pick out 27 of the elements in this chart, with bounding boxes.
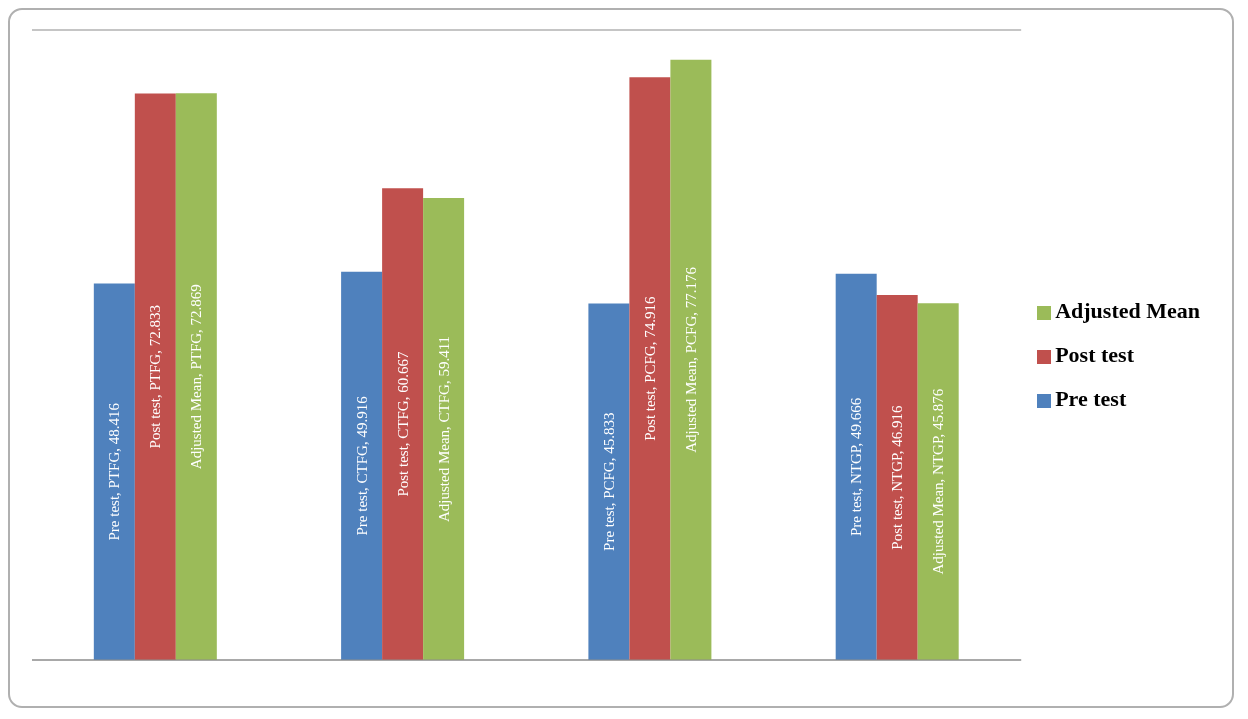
data-label: Pre test, CTFG, 49.916 (353, 395, 370, 536)
bar (175, 93, 217, 660)
data-label: Adjusted Mean, NTGP, 45.876 (930, 388, 947, 575)
bar (423, 197, 465, 660)
bar (588, 303, 630, 660)
data-label: Adjusted Mean, PTFG, 72.869 (188, 284, 205, 470)
data-label: Pre test, PTFG, 48.416 (106, 402, 123, 541)
bar (835, 273, 877, 660)
legend-label: Adjusted Mean (1055, 298, 1200, 323)
data-label: Post test, NTGP, 46.916 (889, 404, 906, 550)
data-label: Adjusted Mean, PCFG, 77.176 (682, 266, 699, 453)
bar (917, 303, 959, 660)
data-label: Post test, CTFG, 60.667 (394, 351, 411, 497)
bar (93, 283, 135, 660)
bar (670, 59, 712, 660)
data-label: Post test, PTFG, 72.833 (147, 305, 164, 449)
bar (876, 295, 918, 660)
data-label: Post test, PCFG, 74.916 (641, 296, 658, 441)
bar (629, 77, 671, 660)
legend-label: Pre test (1055, 386, 1127, 411)
bar (341, 271, 383, 660)
data-label: Pre test, PCFG, 45.833 (600, 412, 617, 551)
bar (382, 188, 424, 660)
data-label: Adjusted Mean, CTFG, 59.411 (435, 335, 452, 523)
legend-label: Post test (1055, 342, 1134, 367)
bar (134, 93, 176, 660)
data-label: Pre test, NTGP, 49.666 (848, 397, 865, 537)
